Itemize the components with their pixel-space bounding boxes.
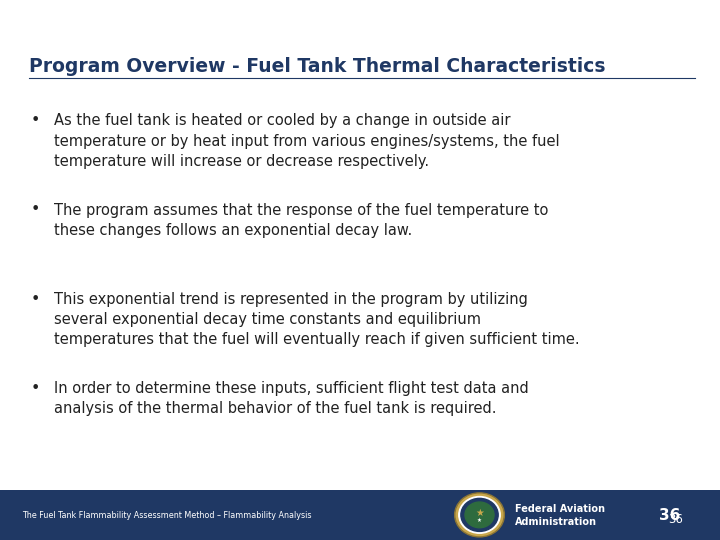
Text: In order to determine these inputs, sufficient flight test data and
analysis of : In order to determine these inputs, suff… <box>54 381 528 416</box>
Text: •: • <box>30 292 40 307</box>
Text: 36: 36 <box>659 508 680 523</box>
Circle shape <box>461 498 498 531</box>
Text: Program Overview - Fuel Tank Thermal Characteristics: Program Overview - Fuel Tank Thermal Cha… <box>29 57 606 76</box>
Text: This exponential trend is represented in the program by utilizing
several expone: This exponential trend is represented in… <box>54 292 580 347</box>
Text: ★: ★ <box>477 518 482 523</box>
Text: ★: ★ <box>475 508 484 518</box>
Circle shape <box>454 493 505 537</box>
Text: The program assumes that the response of the fuel temperature to
these changes f: The program assumes that the response of… <box>54 202 549 238</box>
Text: •: • <box>30 202 40 218</box>
Circle shape <box>465 502 494 528</box>
Text: Federal Aviation
Administration: Federal Aviation Administration <box>515 504 605 526</box>
Text: The Fuel Tank Flammability Assessment Method – Flammability Analysis: The Fuel Tank Flammability Assessment Me… <box>22 511 311 519</box>
Text: •: • <box>30 381 40 396</box>
Circle shape <box>459 497 500 534</box>
Circle shape <box>456 494 503 536</box>
Text: 36: 36 <box>668 513 683 526</box>
Text: •: • <box>30 113 40 129</box>
Bar <box>0 490 720 540</box>
Text: As the fuel tank is heated or cooled by a change in outside air
temperature or b: As the fuel tank is heated or cooled by … <box>54 113 559 169</box>
